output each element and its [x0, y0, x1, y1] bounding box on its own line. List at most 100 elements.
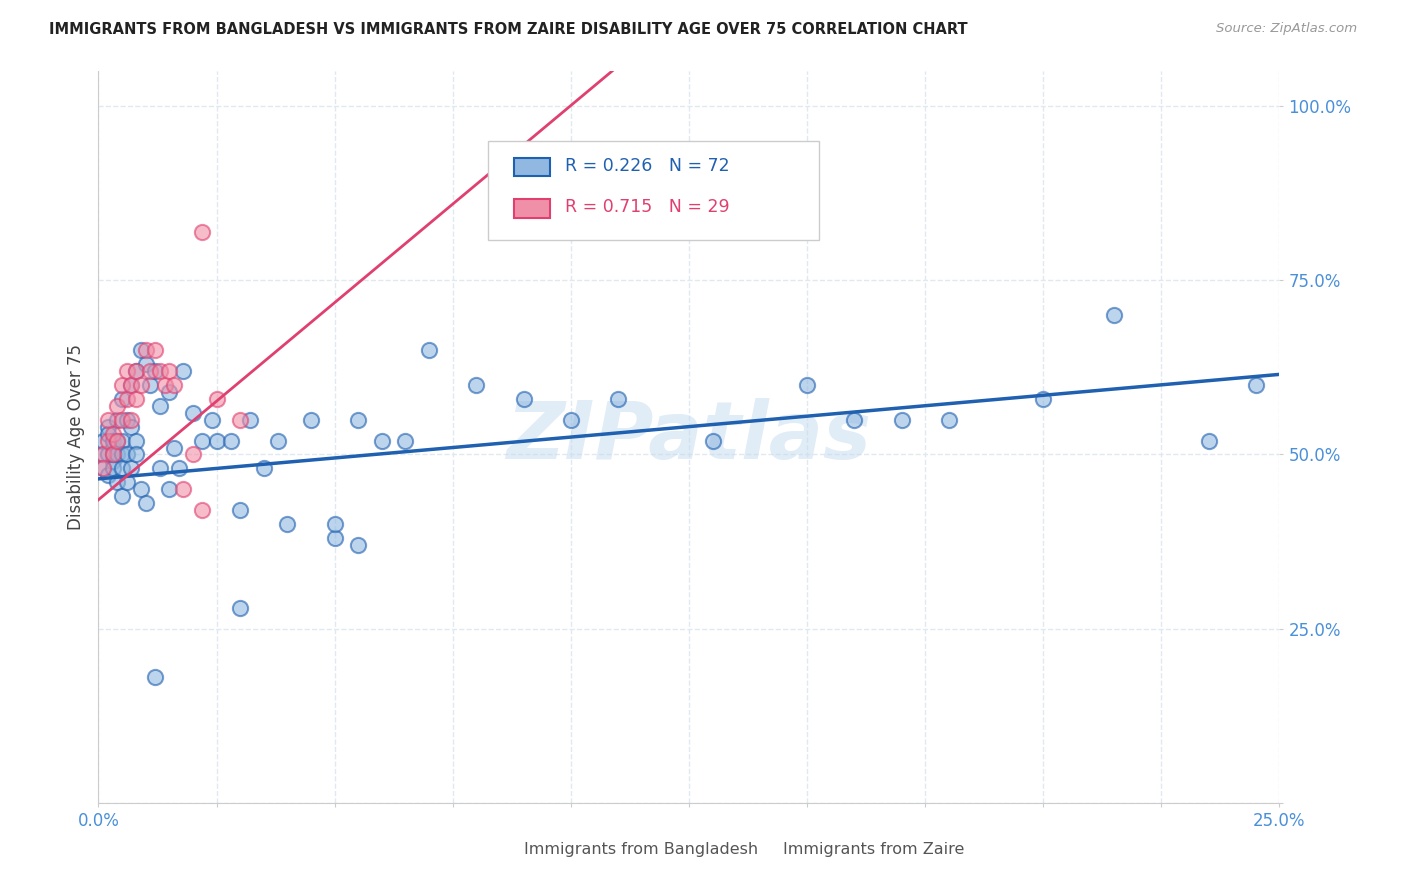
Point: [371, 434, 394, 448]
Text: Immigrants from Bangladesh: Immigrants from Bangladesh: [523, 842, 758, 857]
Point: [135, 343, 157, 357]
Point: [125, 434, 148, 448]
Point: [91, 461, 114, 475]
Point: [276, 517, 298, 532]
Point: [111, 461, 134, 475]
Bar: [515, 199, 550, 218]
Point: [253, 461, 276, 475]
Text: IMMIGRANTS FROM BANGLADESH VS IMMIGRANTS FROM ZAIRE DISABILITY AGE OVER 75 CORRE: IMMIGRANTS FROM BANGLADESH VS IMMIGRANTS…: [49, 22, 967, 37]
Point: [201, 412, 224, 426]
Point: [101, 454, 124, 468]
Point: [121, 377, 143, 392]
Point: [105, 399, 128, 413]
Point: [115, 392, 138, 406]
Point: [111, 392, 134, 406]
Point: [97, 412, 120, 426]
Point: [323, 517, 346, 532]
Point: [115, 412, 138, 426]
Bar: [482, 841, 516, 860]
Text: Source: ZipAtlas.com: Source: ZipAtlas.com: [1216, 22, 1357, 36]
Point: [323, 531, 346, 545]
Point: [115, 448, 138, 462]
Point: [157, 384, 180, 399]
Point: [1032, 392, 1054, 406]
Point: [143, 364, 166, 378]
Point: [91, 434, 114, 448]
Point: [167, 461, 190, 475]
Point: [844, 412, 866, 426]
Point: [129, 483, 152, 497]
Point: [129, 377, 152, 392]
FancyBboxPatch shape: [488, 141, 818, 240]
Point: [219, 434, 242, 448]
Point: [125, 392, 148, 406]
Point: [205, 392, 228, 406]
Point: [163, 377, 186, 392]
Point: [97, 468, 120, 483]
Point: [172, 364, 194, 378]
Point: [157, 483, 180, 497]
Point: [418, 343, 440, 357]
Point: [299, 412, 322, 426]
Point: [121, 461, 143, 475]
Point: [111, 489, 134, 503]
Point: [139, 364, 162, 378]
Point: [229, 503, 252, 517]
Point: [205, 434, 228, 448]
Point: [267, 434, 290, 448]
Text: Immigrants from Zaire: Immigrants from Zaire: [783, 842, 965, 857]
Point: [101, 448, 124, 462]
Point: [91, 448, 114, 462]
Text: ZIPatlas: ZIPatlas: [506, 398, 872, 476]
Point: [394, 434, 416, 448]
Point: [111, 448, 134, 462]
Point: [347, 412, 370, 426]
Point: [229, 412, 252, 426]
Point: [135, 357, 157, 371]
Point: [91, 448, 114, 462]
Point: [111, 434, 134, 448]
Point: [105, 475, 128, 490]
Point: [1244, 377, 1267, 392]
Point: [172, 483, 194, 497]
Text: R = 0.715   N = 29: R = 0.715 N = 29: [565, 198, 730, 216]
Point: [229, 600, 252, 615]
Point: [101, 461, 124, 475]
Point: [149, 461, 172, 475]
Point: [121, 377, 143, 392]
Point: [105, 434, 128, 448]
Point: [97, 426, 120, 441]
Point: [111, 412, 134, 426]
Point: [1198, 434, 1220, 448]
Point: [125, 364, 148, 378]
Point: [560, 412, 582, 426]
Point: [702, 434, 724, 448]
Point: [125, 448, 148, 462]
Point: [121, 419, 143, 434]
Point: [101, 441, 124, 455]
Point: [347, 538, 370, 552]
Point: [181, 448, 204, 462]
Point: [938, 412, 960, 426]
Point: [149, 364, 172, 378]
Point: [125, 364, 148, 378]
Point: [143, 670, 166, 684]
Point: [191, 434, 214, 448]
Point: [163, 441, 186, 455]
Point: [101, 448, 124, 462]
Point: [105, 434, 128, 448]
Point: [607, 392, 630, 406]
Point: [115, 364, 138, 378]
Point: [105, 448, 128, 462]
Point: [115, 475, 138, 490]
Point: [129, 343, 152, 357]
Point: [512, 392, 534, 406]
Point: [91, 461, 114, 475]
Point: [135, 496, 157, 510]
Point: [105, 412, 128, 426]
Point: [157, 364, 180, 378]
Point: [149, 399, 172, 413]
Point: [890, 412, 912, 426]
Point: [181, 406, 204, 420]
Point: [97, 434, 120, 448]
